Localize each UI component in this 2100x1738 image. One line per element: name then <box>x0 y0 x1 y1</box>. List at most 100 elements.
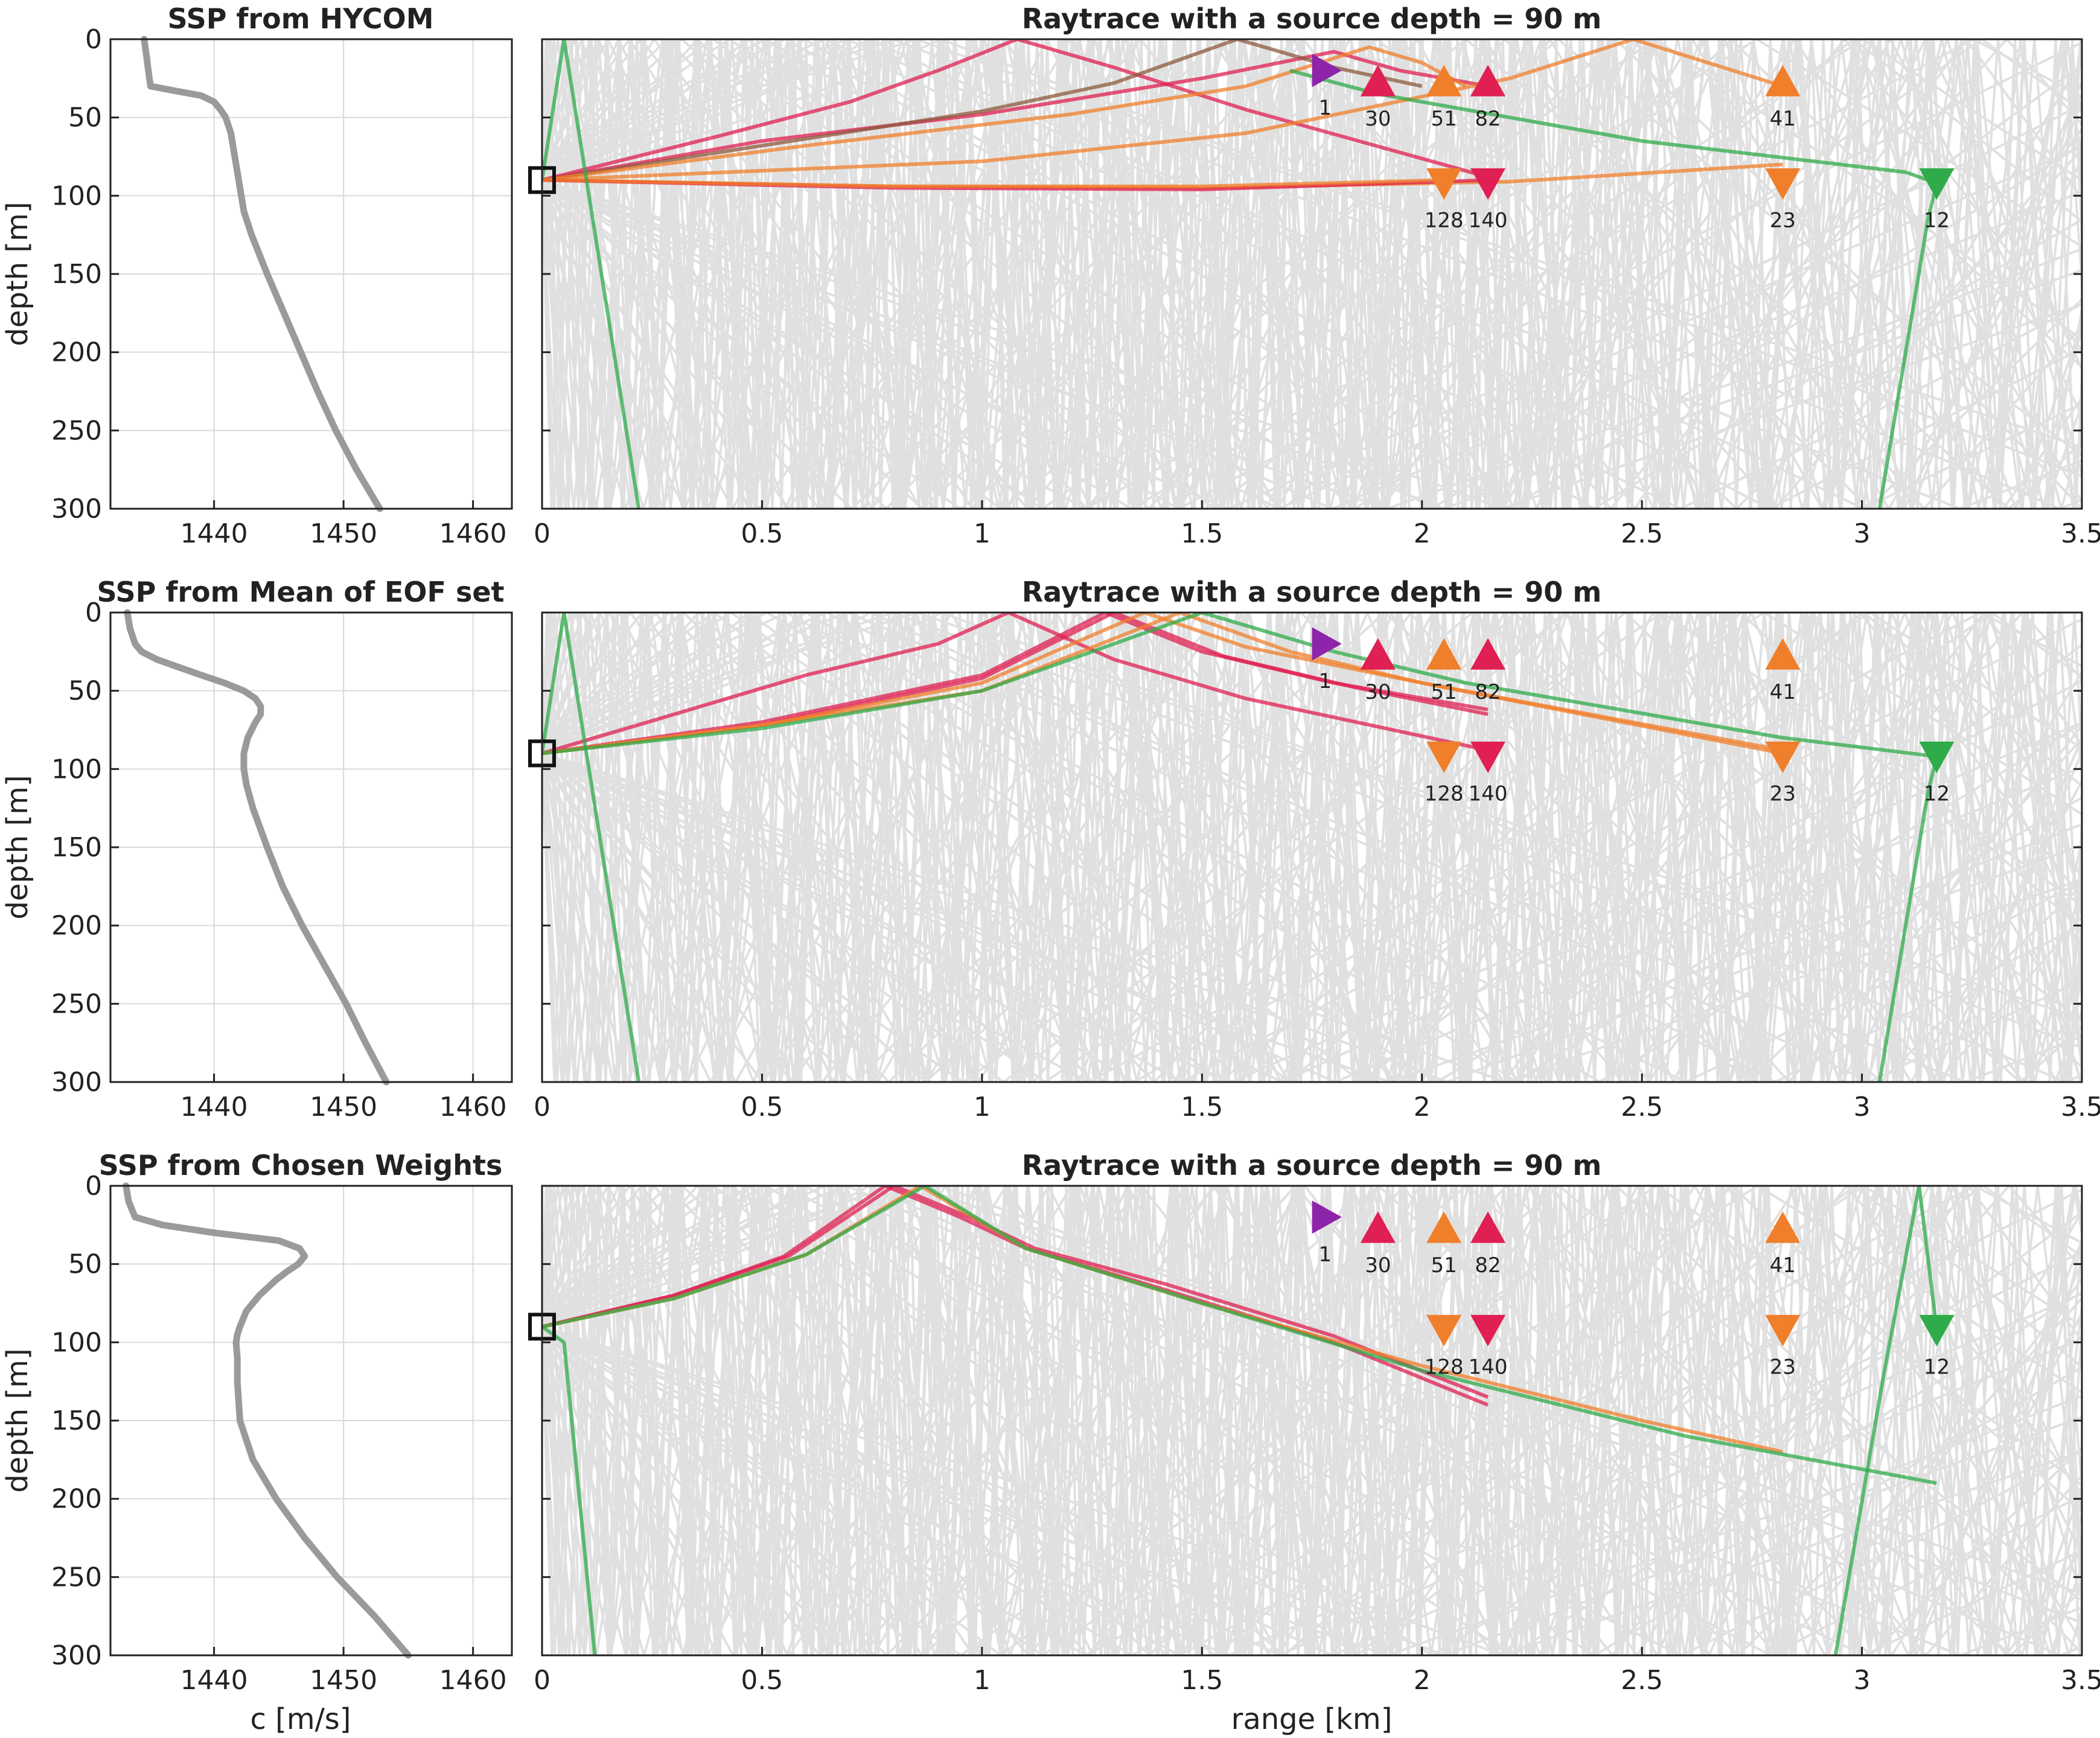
background-ray-fan <box>542 613 2082 1082</box>
eigenray-green <box>542 613 641 1082</box>
x-tick-label: 1 <box>974 1665 991 1696</box>
y-tick-label: 50 <box>68 1249 102 1280</box>
receiver-marker-1 <box>1312 1200 1342 1234</box>
background-ray <box>542 752 2082 1082</box>
background-ray <box>542 1325 2082 1655</box>
eigenray-green <box>1833 1186 1939 1655</box>
y-tick-label: 100 <box>51 180 102 211</box>
y-tick-label: 0 <box>85 24 102 55</box>
panel-title: Raytrace with a source depth = 90 m <box>1022 576 1602 608</box>
background-ray <box>542 39 2082 509</box>
x-tick-label: 1440 <box>180 1092 248 1122</box>
x-tick-label: 1.5 <box>1181 518 1223 549</box>
eigenray-crimson <box>542 49 1489 182</box>
background-ray <box>542 752 2082 1082</box>
x-tick-label: 0 <box>534 518 551 549</box>
background-ray <box>542 39 2082 509</box>
background-ray <box>542 1325 2082 1655</box>
background-ray <box>542 613 2082 1082</box>
background-ray <box>542 1186 2082 1655</box>
y-tick-label: 250 <box>51 415 102 446</box>
background-ray <box>542 1186 2082 1655</box>
background-ray <box>542 613 2082 1082</box>
background-ray <box>542 1186 2082 1655</box>
x-tick-label: 3.5 <box>2061 518 2100 549</box>
receiver-label: 30 <box>1365 1253 1391 1278</box>
background-ray <box>542 680 2082 1082</box>
y-tick-label: 150 <box>51 1405 102 1436</box>
background-ray <box>542 613 2082 1049</box>
x-tick-label: 1460 <box>439 518 507 549</box>
receiver-label: 140 <box>1469 209 1508 233</box>
background-ray <box>542 103 2082 509</box>
background-ray <box>542 39 2082 449</box>
receiver-marker-41 <box>1765 1211 1801 1243</box>
x-tick-label: 1440 <box>180 518 248 549</box>
receiver-label: 51 <box>1431 680 1457 704</box>
background-ray <box>542 39 2082 509</box>
x-tick-label: 3 <box>1854 1665 1871 1696</box>
background-ray <box>542 613 2082 1082</box>
background-ray <box>542 1188 2082 1655</box>
x-tick-label: 3.5 <box>2061 1665 2100 1696</box>
background-ray <box>542 613 2082 1082</box>
y-tick-label: 50 <box>68 103 102 133</box>
ssp-profile-line <box>141 36 383 512</box>
receiver-label: 23 <box>1770 209 1796 233</box>
y-axis-label: depth [m] <box>1 202 34 346</box>
receiver-marker-140 <box>1470 1314 1506 1347</box>
eigenray-orange <box>542 45 1467 182</box>
eigenray-crimson <box>542 39 1489 182</box>
background-ray <box>542 1186 2082 1655</box>
x-tick-label: 1.5 <box>1181 1665 1223 1696</box>
receiver-label: 23 <box>1770 1355 1796 1380</box>
background-ray <box>542 39 2082 509</box>
background-ray <box>542 613 2082 1082</box>
background-ray <box>542 613 2082 1082</box>
background-ray <box>542 613 2082 1082</box>
y-tick-label: 300 <box>51 494 102 524</box>
background-ray <box>542 41 2082 509</box>
receiver-marker-82 <box>1470 638 1506 670</box>
y-tick-label: 250 <box>51 1562 102 1593</box>
receiver-label: 82 <box>1475 1253 1501 1278</box>
background-ray <box>542 39 2082 509</box>
receiver-marker-140 <box>1470 741 1506 774</box>
eigenray-orange <box>542 178 1444 188</box>
background-ray <box>542 613 2082 1082</box>
receiver-marker-12 <box>1919 741 1955 774</box>
background-ray <box>542 39 2082 509</box>
background-ray <box>542 39 2082 509</box>
receiver-marker-128 <box>1426 1314 1462 1347</box>
background-ray <box>542 1325 2082 1655</box>
background-ray <box>542 613 2082 1082</box>
receiver-label: 12 <box>1924 782 1950 806</box>
background-ray <box>542 39 2082 509</box>
receiver-marker-51 <box>1426 1211 1462 1243</box>
eigenray-orange <box>542 613 1783 756</box>
background-ray <box>542 39 2082 509</box>
background-ray <box>542 1186 2082 1655</box>
y-tick-label: 0 <box>85 597 102 628</box>
y-tick-label: 300 <box>51 1640 102 1671</box>
x-tick-label: 1460 <box>439 1092 507 1122</box>
eigenray-green <box>542 1186 1938 1485</box>
background-ray <box>542 39 2082 509</box>
receiver-marker-1 <box>1312 54 1342 88</box>
receiver-label: 30 <box>1365 107 1391 131</box>
x-axis-label: c [m/s] <box>250 1702 351 1736</box>
background-ray <box>542 1186 2082 1655</box>
receiver-label: 51 <box>1431 107 1457 131</box>
eigenray-green <box>542 39 641 509</box>
background-ray <box>542 1186 2082 1655</box>
background-ray <box>542 1186 2082 1655</box>
background-ray <box>542 179 2082 509</box>
receiver-label: 51 <box>1431 1253 1457 1278</box>
ssp-panel: 1440 1450 1460 0 50 100 150 200 250 300 SSP from C… <box>1 1149 513 1736</box>
background-ray <box>542 613 2082 1082</box>
background-ray <box>542 39 2082 509</box>
background-ray <box>542 39 2082 509</box>
background-ray <box>542 1186 2082 1655</box>
background-ray <box>542 39 2082 509</box>
x-tick-label: 2.5 <box>1621 1092 1663 1122</box>
